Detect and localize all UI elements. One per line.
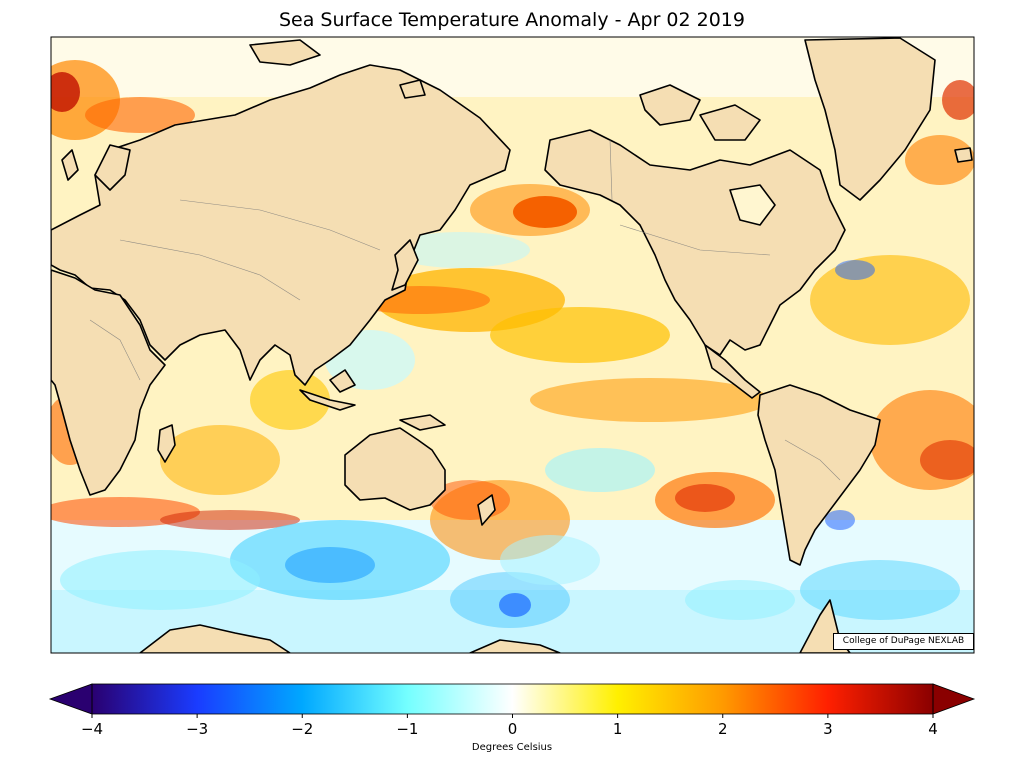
south-america-landmass xyxy=(757,384,881,566)
colorbar-tick-label: 2 xyxy=(717,720,728,738)
colorbar-tick-label: 1 xyxy=(612,720,623,738)
colorbar-tick-label: 4 xyxy=(928,720,938,738)
colorbar-tick-label: −1 xyxy=(396,720,419,738)
credit-label: College of DuPage NEXLAB xyxy=(833,633,974,650)
north-america-landmass xyxy=(544,129,846,356)
chart-title: Sea Surface Temperature Anomaly - Apr 02… xyxy=(278,9,745,31)
colorbar-tick-label: −3 xyxy=(186,720,209,738)
eurasia-landmass xyxy=(51,64,511,386)
antarctica-landmass xyxy=(139,624,291,653)
land-masses xyxy=(51,37,973,653)
colorbar-max-extend xyxy=(932,683,976,715)
map-frame xyxy=(50,36,975,654)
colorbar-tick-label: −2 xyxy=(291,720,314,738)
colorbar-min-extend xyxy=(48,683,93,715)
colorbar-tick-label: 3 xyxy=(823,720,833,738)
australia-landmass xyxy=(344,427,446,511)
colorbar-label: Degrees Celsius xyxy=(471,742,553,753)
colorbar-gradient xyxy=(92,684,933,714)
colorbar xyxy=(48,683,976,718)
colorbar-tick-label: −4 xyxy=(80,720,104,738)
greenland-landmass xyxy=(804,37,936,201)
colorbar-tick-label: 0 xyxy=(507,720,518,738)
africa-landmass xyxy=(51,269,166,496)
